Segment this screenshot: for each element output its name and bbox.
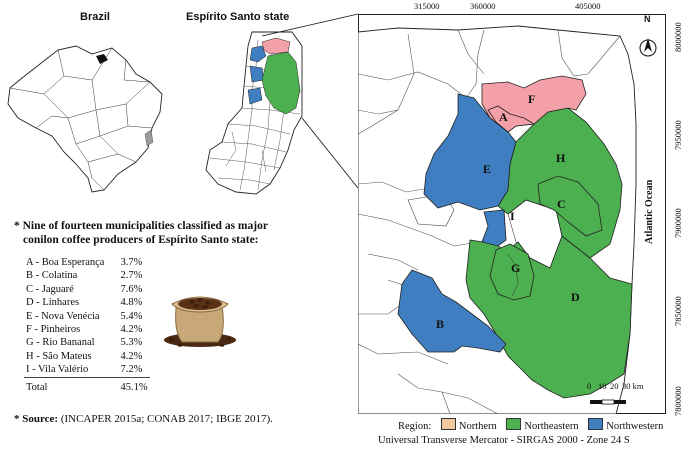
municipality-name: C - Jaguaré [26,283,74,295]
legend-swatch-northern [440,418,456,430]
table-row: I - Vila Valério 7.2% [24,363,150,377]
scale-bar [590,399,626,405]
table-row: H - São Mateus 4.2% [24,350,150,363]
letter-A: A [499,110,508,124]
municipality-name: D - Linhares [26,297,80,309]
g-internal-line [507,253,519,297]
letter-G: G [511,261,521,275]
brazil-region-marker [96,54,108,64]
table-row: D - Linhares 4.8% [24,296,150,309]
municipality-name: E - Nova Venécia [26,310,100,322]
letter-C: C [557,197,566,211]
municipality-heading: * Nine of fourteen municipalities classi… [14,219,274,247]
projection-label: Universal Transverse Mercator - SIRGAS 2… [378,435,630,446]
region-G-rio-bananal [489,243,535,301]
municipality-name: I - Vila Valério [26,364,89,376]
y-tick-7800000: 7800000 [673,386,683,416]
total-row: Total 45.1% [24,376,150,395]
x-tick-405000: 405000 [575,1,601,11]
municipality-name: F - Pinheiros [26,324,81,336]
table-row: E - Nova Venécia 5.4% [24,310,150,323]
letter-B: B [436,317,445,331]
y-tick-7900000: 7900000 [673,208,683,238]
scale-tick-20: 20 [610,381,619,391]
municipality-share: 3.7% [120,257,143,268]
region-C-jaguare [537,175,603,237]
municipality-name: H - São Mateus [26,350,92,362]
municipality-table: A - Boa Esperança 3.7% B - Colatina 2.7% C… [24,256,150,395]
table-row: B - Colatina 2.7% [24,269,150,282]
table-row: A - Boa Esperança 3.7% [24,256,150,269]
brazil-outline [7,45,163,193]
scale-tick-30: 30 km [622,381,644,391]
total-label: Total [24,376,107,395]
es-location-marker [144,129,154,147]
scale-tick-0: 0 [587,381,592,391]
legend-swatch-northwestern [588,418,604,430]
legend: Region: Northern Northeastern Northweste… [398,418,663,432]
municipality-share: 2.7% [120,270,143,282]
letter-I: I [510,209,515,223]
municipality-share: 4.2% [120,324,143,336]
es-zoom-guide-lines [261,13,359,189]
legend-title: Region: [398,421,432,432]
letter-E: E [483,162,492,176]
heading-line-1: * Nine of fourteen municipalities classi… [14,220,268,232]
y-tick-8000000: 8000000 [673,22,683,52]
region-A-boa-esperanca [487,105,536,133]
coffee-sack-illustration [164,296,236,347]
brazil-map [7,45,163,193]
es-northeastern-region [261,51,301,115]
municipality-name: A - Boa Esperança [26,257,105,268]
letter-D: D [571,290,580,304]
y-tick-7850000: 7850000 [673,296,683,326]
brazil-title: Brazil [80,11,110,23]
municipality-name: G - Rio Bananal [26,337,95,349]
municipality-share: 4.8% [120,297,143,309]
source-label: * Source: [14,413,59,425]
es-state-title: Espírito Santo state [186,11,290,23]
north-label: N [644,14,651,24]
municipality-share: 7.2% [120,364,143,376]
municipality-share: 7.6% [120,283,143,295]
municipality-share: 4.2% [120,350,143,362]
region-B-colatina [397,269,507,353]
region-I-vila-valerio [481,209,507,247]
brazil-state-borders [9,47,153,191]
table-row: C - Jaguaré 7.6% [24,283,150,296]
letter-H: H [556,151,566,165]
scale-tick-10: 10 [598,381,607,391]
ocean-label: Atlantic Ocean [644,179,655,244]
legend-label-northwestern: Northwestern [606,421,664,432]
legend-label-northeastern: Northeastern [524,421,579,432]
total-value: 45.1% [106,376,150,395]
municipality-share: 5.4% [120,310,143,322]
source-note: * Source: (INCAPER 2015a; CONAB 2017; IB… [14,413,273,425]
y-tick-7950000: 7950000 [673,120,683,150]
municipality-name: B - Colatina [26,270,78,282]
main-map [358,14,666,414]
heading-line-2: conilon coffee producers of Espírito San… [23,234,259,246]
table-row: F - Pinheiros 4.2% [24,323,150,336]
legend-swatch-northeastern [506,418,522,430]
x-tick-315000: 315000 [414,1,440,11]
north-arrow-icon [639,38,657,57]
legend-label-northern: Northern [458,421,497,432]
es-state-map [205,13,359,195]
x-tick-360000: 360000 [470,1,496,11]
source-text: (INCAPER 2015a; CONAB 2017; IBGE 2017). [60,413,273,425]
letter-F: F [528,92,536,106]
table-row: G - Rio Bananal 5.3% [24,336,150,349]
municipality-share: 5.3% [120,337,143,349]
